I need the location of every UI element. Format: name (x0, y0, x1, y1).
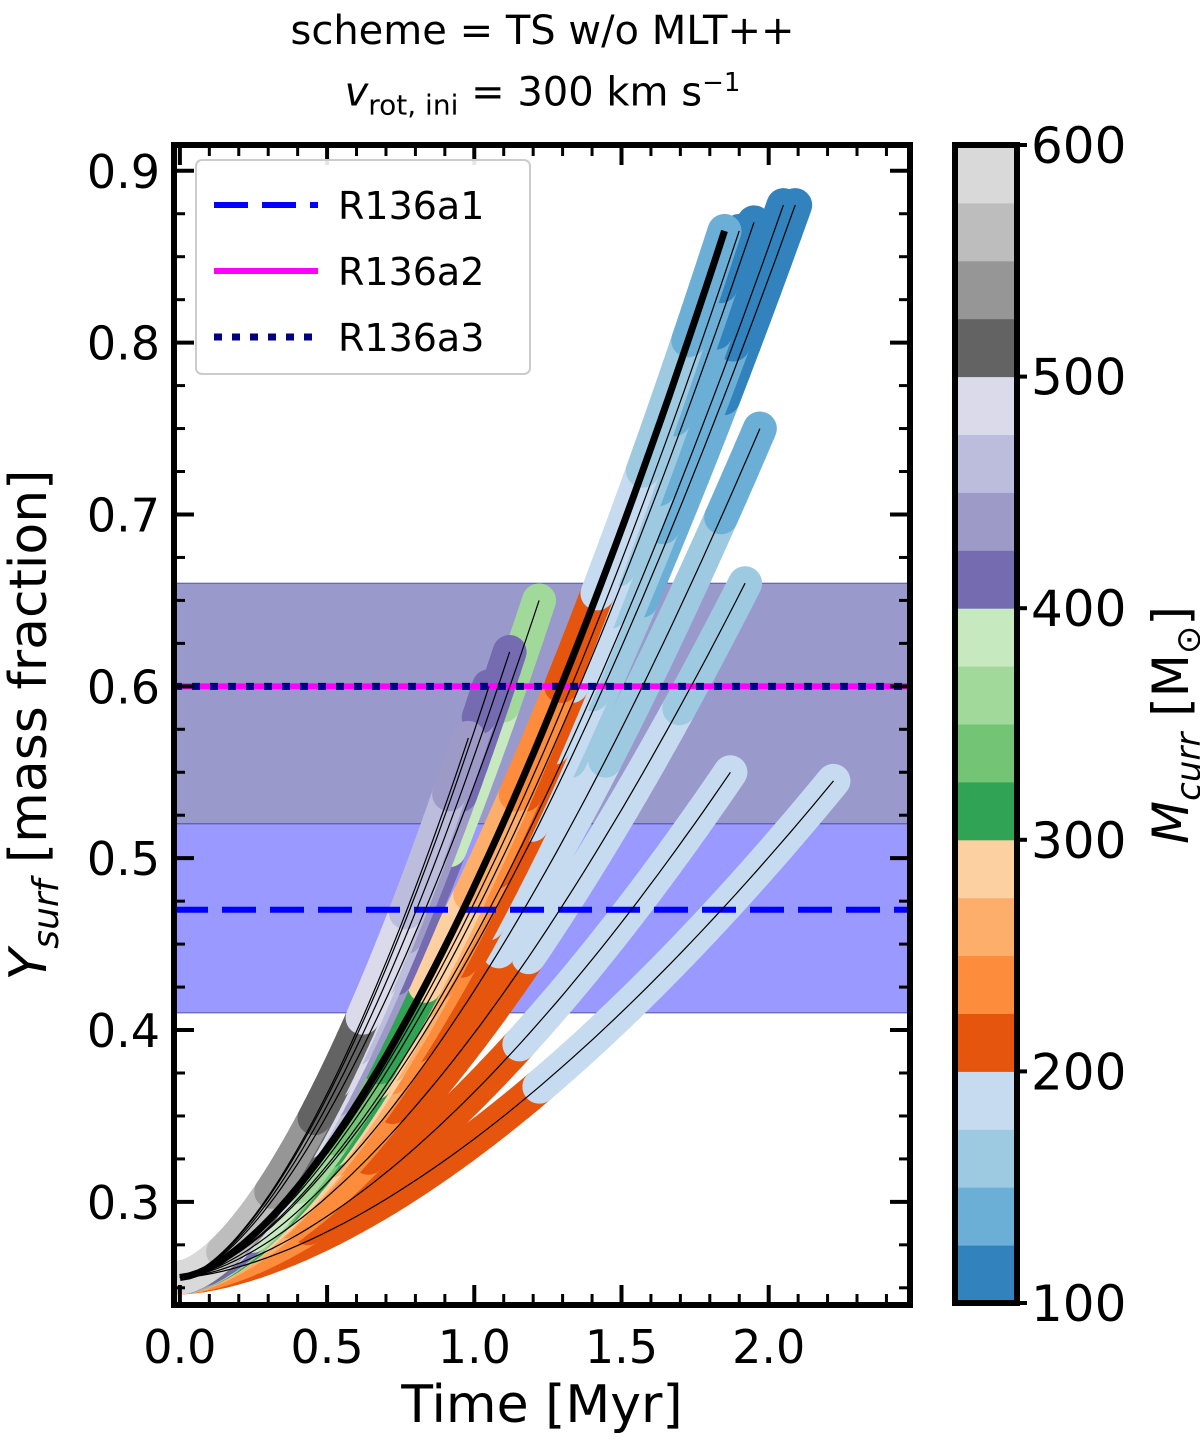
colorbar-tick-label: 400 (1031, 580, 1126, 638)
ylabel-sub: surf (26, 874, 67, 948)
legend-box (195, 159, 531, 375)
legend: R136a1 R136a2 R136a3 (195, 159, 531, 375)
x-tick-label: 1.0 (438, 1320, 511, 1374)
colorbar-tick-label: 600 (1031, 117, 1126, 175)
colorbar-swatch (955, 492, 1017, 551)
x-tick-label: 0.5 (291, 1320, 364, 1374)
track-5-line (179, 229, 728, 1281)
x-axis: 0.0 0.5 1.0 1.5 2.0 (143, 145, 888, 1374)
y-axis-label: Ysurf [mass fraction] (0, 470, 67, 981)
track-lines (179, 204, 834, 1281)
colorbar-swatch (955, 1187, 1017, 1246)
colorbar-swatch (955, 318, 1017, 378)
colorbar-swatch (955, 897, 1017, 957)
colorbar-swatch (955, 608, 1017, 667)
track-3-line (179, 651, 511, 1279)
legend-label-R136a3: R136a3 (338, 316, 484, 360)
colorbar-swatch (955, 376, 1017, 435)
colorbar-swatch (955, 666, 1017, 725)
ylabel-var: Y (0, 944, 59, 980)
colorbar-swatch (955, 1013, 1017, 1072)
track-6-line (179, 230, 740, 1279)
x-tick-label: 0.0 (143, 1320, 216, 1374)
colorbar-tick-label: 500 (1031, 349, 1126, 407)
track-11-line (179, 582, 746, 1279)
title-rest: = 300 km s (458, 69, 703, 116)
chart-title-line2: vrot, ini = 300 km s−1 (175, 68, 910, 121)
legend-label-R136a2: R136a2 (338, 250, 484, 294)
y-tick-label: 0.9 (87, 145, 160, 199)
colorbar-swatch (955, 781, 1017, 841)
colorbar-swatch (955, 145, 1017, 204)
track-2-line (179, 686, 490, 1279)
y-tick-label: 0.6 (87, 660, 160, 714)
ylabel-rest: [mass fraction] (0, 470, 59, 880)
track-9-line (179, 204, 796, 1279)
colorbar-swatch (955, 1129, 1017, 1188)
x-tick-label: 1.5 (585, 1320, 658, 1374)
title-sup: −1 (702, 68, 741, 98)
track-13-line (179, 780, 834, 1279)
colorbar-swatch (955, 202, 1017, 262)
x-tick-label: 2.0 (732, 1320, 805, 1374)
track-12-line (179, 771, 731, 1279)
colorbar-swatch (955, 955, 1017, 1014)
y-tick-label: 0.7 (87, 488, 160, 542)
colorbar-swatch (955, 260, 1017, 320)
colorbar-tick-label: 200 (1031, 1043, 1126, 1101)
title-var: v (344, 69, 369, 116)
colorbar-swatch (955, 724, 1017, 783)
colorbar: 100 200 300 400 500 600 Mcurr [M⊙] (952, 117, 1200, 1333)
colorbar-tick-label: 300 (1031, 812, 1126, 870)
colorbar-frame (952, 142, 1020, 1306)
legend-label-R136a1: R136a1 (338, 184, 484, 228)
y-tick-label: 0.4 (87, 1004, 160, 1058)
reference-lines (174, 682, 910, 913)
x-axis-label: Time [Myr] (400, 1375, 682, 1435)
colorbar-swatch (955, 550, 1017, 609)
colorbar-tick-label: 100 (1031, 1275, 1126, 1333)
y-tick-label: 0.8 (87, 317, 160, 371)
chart-title-line1: scheme = TS w/o MLT++ (290, 8, 795, 54)
plot-frame (171, 142, 913, 1308)
y-axis: 0.3 0.4 0.5 0.6 0.7 0.8 0.9 (87, 145, 910, 1290)
y-tick-label: 0.5 (87, 832, 160, 886)
colorbar-swatch (955, 1071, 1017, 1130)
track-7-line (179, 222, 755, 1279)
title-sub: rot, ini (368, 88, 459, 122)
colorbar-swatch (955, 434, 1017, 493)
y-tick-label: 0.3 (87, 1176, 160, 1230)
colorbar-swatch (955, 1245, 1017, 1304)
track-8-line (179, 204, 784, 1279)
track-4-line (179, 600, 540, 1279)
track-10-line (179, 428, 761, 1279)
colorbar-label: Mcurr [M⊙] (1142, 606, 1200, 844)
colorbar-swatch (955, 839, 1017, 899)
